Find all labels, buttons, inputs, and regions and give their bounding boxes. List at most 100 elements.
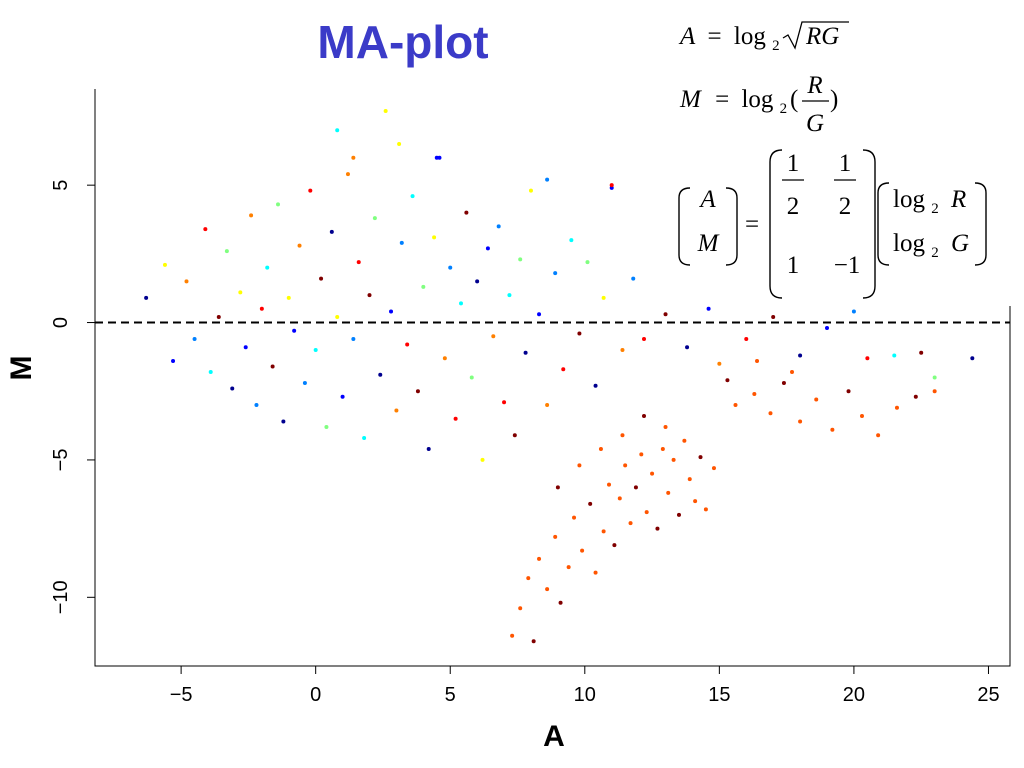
x-tick-label: 5 — [445, 684, 456, 706]
data-point — [733, 402, 738, 407]
data-point — [208, 370, 213, 375]
data-point — [666, 490, 671, 495]
data-point — [523, 350, 528, 355]
sqrt-sign — [782, 21, 849, 50]
y-axis-ticks: −10 −5 0 5 — [50, 180, 95, 614]
data-point — [537, 312, 542, 317]
data-point — [617, 496, 622, 501]
data-point — [601, 295, 606, 300]
data-point — [894, 405, 899, 410]
data-point — [588, 501, 593, 506]
data-point — [329, 229, 334, 234]
data-point — [970, 356, 975, 361]
data-point — [558, 600, 563, 605]
y-tick-label: 0 — [50, 317, 72, 328]
formula-a: A = log 2 RG — [678, 21, 849, 54]
data-point — [620, 348, 625, 353]
x-axis-ticks: −5 0 5 10 15 20 25 — [170, 666, 1000, 706]
data-point — [553, 271, 558, 276]
data-point — [609, 185, 614, 190]
data-point — [171, 359, 176, 364]
data-point — [698, 455, 703, 460]
data-point — [577, 331, 582, 336]
data-point — [628, 521, 633, 526]
data-point — [394, 408, 399, 413]
data-point — [356, 260, 361, 265]
data-point — [790, 370, 795, 375]
vec-bottom: M — [697, 230, 720, 257]
data-point — [464, 210, 469, 215]
formula-a-fn: log — [734, 23, 766, 50]
data-point — [561, 367, 566, 372]
data-point — [865, 356, 870, 361]
rhs-top-fn: log — [893, 186, 925, 213]
matrix-cell-12-den: 2 — [839, 193, 852, 220]
data-point — [676, 512, 681, 517]
data-point — [485, 246, 490, 251]
data-point — [238, 290, 243, 295]
x-tick-label: 10 — [574, 684, 596, 706]
y-tick-label: −5 — [50, 449, 72, 472]
data-point — [585, 260, 590, 265]
data-point — [518, 606, 523, 611]
data-point — [475, 279, 480, 284]
rhs-left-bracket — [877, 182, 890, 266]
data-point — [607, 482, 612, 487]
data-point — [518, 257, 523, 262]
data-point — [432, 235, 437, 240]
data-point — [249, 213, 254, 218]
data-point — [687, 477, 692, 482]
rhs-top-var: R — [950, 186, 966, 213]
data-point — [545, 402, 550, 407]
data-point — [399, 240, 404, 245]
data-point — [526, 576, 531, 581]
data-point — [397, 141, 402, 146]
data-point — [507, 293, 512, 298]
svg-text:M = log 2: M = log 2 — [679, 86, 787, 117]
data-point — [324, 424, 329, 429]
data-point — [932, 389, 937, 394]
data-point — [781, 380, 786, 385]
data-point — [230, 386, 235, 391]
svg-text:log 2 R: log 2 R — [893, 186, 966, 219]
data-point — [569, 238, 574, 243]
data-point — [798, 419, 803, 424]
formula-m-lhs: M — [679, 86, 702, 113]
vec-right-bracket — [725, 187, 738, 266]
data-point — [639, 452, 644, 457]
data-point — [512, 433, 517, 438]
y-tick-label: 5 — [50, 180, 72, 191]
data-point — [276, 202, 280, 207]
data-point — [825, 326, 829, 331]
data-point — [383, 108, 388, 113]
data-point — [453, 416, 458, 421]
data-point — [642, 337, 646, 342]
data-point — [711, 466, 716, 471]
data-point — [555, 485, 560, 490]
data-point — [302, 380, 307, 385]
data-point — [335, 315, 340, 320]
data-point — [410, 194, 415, 199]
data-point — [184, 279, 189, 284]
formula-m-fn: log — [741, 86, 773, 113]
x-axis-label: A — [543, 720, 565, 753]
data-point — [308, 188, 313, 193]
data-point — [650, 471, 655, 476]
data-point — [216, 315, 221, 320]
data-point — [644, 510, 649, 515]
data-point — [281, 419, 286, 424]
data-point — [566, 565, 571, 570]
data-point — [224, 249, 229, 254]
x-tick-label: 25 — [977, 684, 999, 706]
x-tick-label: −5 — [170, 684, 193, 706]
data-point — [545, 587, 550, 592]
data-point — [623, 463, 628, 468]
formula-m-close-paren: ) — [830, 86, 838, 113]
data-point — [593, 570, 598, 575]
data-point — [372, 216, 377, 221]
formula-m-eq: = — [715, 86, 729, 113]
data-point — [752, 391, 757, 396]
data-point — [203, 227, 208, 232]
data-point — [655, 526, 660, 531]
